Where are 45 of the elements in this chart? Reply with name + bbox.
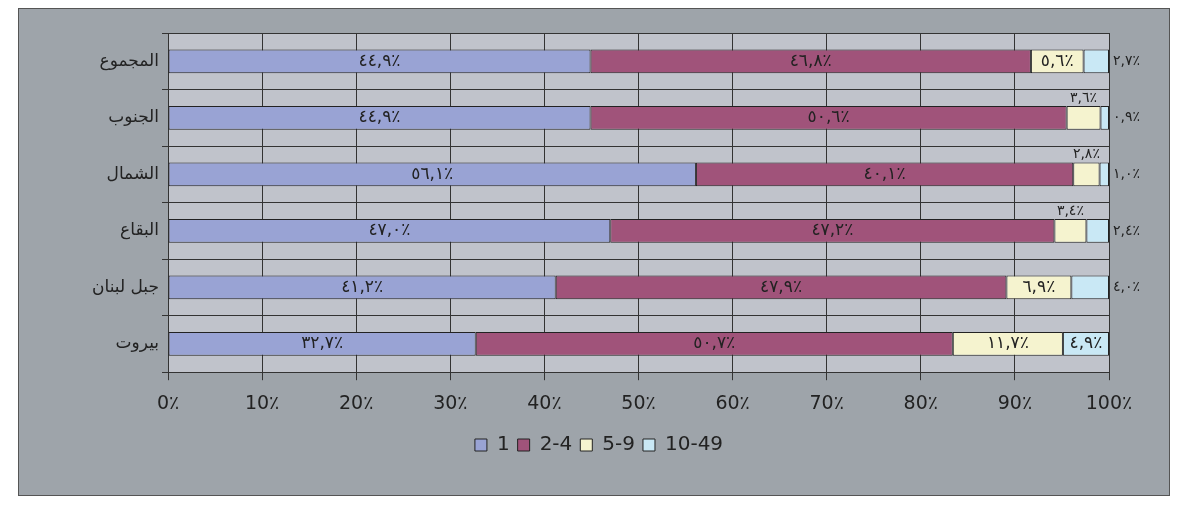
legend-label: 2-4 bbox=[539, 431, 573, 456]
y-tick-label: الجنوب bbox=[108, 106, 160, 127]
data-label: ٤٧,٠٪ bbox=[368, 219, 411, 240]
data-label: ٣,٦٪ bbox=[1070, 88, 1098, 105]
legend-label: 1 bbox=[496, 431, 510, 456]
x-tick-label: 40٪ bbox=[527, 390, 562, 413]
y-tick-label: بيروت bbox=[115, 332, 160, 353]
data-label: ٠,٩٪ bbox=[1113, 108, 1141, 125]
data-label: ١,٠٪ bbox=[1113, 164, 1141, 181]
data-label: ٤١,٢٪ bbox=[341, 275, 384, 296]
data-label: ٥٠,٦٪ bbox=[807, 106, 850, 127]
data-label: ٢,٨٪ bbox=[1072, 145, 1100, 162]
data-label: ٢,٧٪ bbox=[1113, 51, 1141, 68]
data-label: ٥٠,٧٪ bbox=[693, 332, 736, 353]
x-tick-label: 80٪ bbox=[903, 390, 938, 413]
data-label: ١١,٧٪ bbox=[986, 332, 1029, 353]
y-tick-label: جبل لبنان bbox=[91, 275, 160, 296]
data-label: ٤٤,٩٪ bbox=[358, 106, 401, 127]
y-tick-label: الشمال bbox=[106, 162, 160, 183]
data-label: ٢,٤٪ bbox=[1113, 221, 1141, 238]
data-label: ٤٦,٨٪ bbox=[789, 49, 832, 70]
data-label: ٤,٠٪ bbox=[1113, 278, 1141, 295]
x-tick-label: 70٪ bbox=[809, 390, 844, 413]
data-label: ٥,٦٪ bbox=[1040, 49, 1074, 70]
x-tick-label: 10٪ bbox=[244, 390, 280, 413]
x-tick-label: 90٪ bbox=[997, 390, 1033, 413]
data-label: ٤٧,٩٪ bbox=[760, 275, 803, 296]
x-tick-label: 20٪ bbox=[339, 390, 374, 413]
data-label: ٤٧,٢٪ bbox=[811, 219, 854, 240]
data-label: ٤٤,٩٪ bbox=[358, 49, 401, 70]
data-label: ٤٠,١٪ bbox=[863, 162, 906, 183]
x-tick-label: 30٪ bbox=[433, 390, 468, 413]
data-label: ٥٦,١٪ bbox=[411, 162, 454, 183]
data-label: ٦,٩٪ bbox=[1022, 275, 1056, 296]
data-label: ٣,٤٪ bbox=[1056, 201, 1084, 218]
data-label: ٣٢,٧٪ bbox=[301, 332, 344, 353]
y-tick-label: المجموع bbox=[99, 49, 160, 71]
data-label: ٤,٩٪ bbox=[1069, 332, 1103, 353]
x-tick-label: 50٪ bbox=[621, 390, 656, 413]
x-tick-label: 60٪ bbox=[715, 390, 750, 413]
legend-label: 10-49 bbox=[664, 431, 724, 456]
legend-label: 5-9 bbox=[602, 431, 635, 456]
x-tick-label: 100٪ bbox=[1085, 390, 1133, 413]
y-tick-label: البقاع bbox=[120, 219, 160, 241]
x-tick-label: 0٪ bbox=[156, 390, 180, 413]
